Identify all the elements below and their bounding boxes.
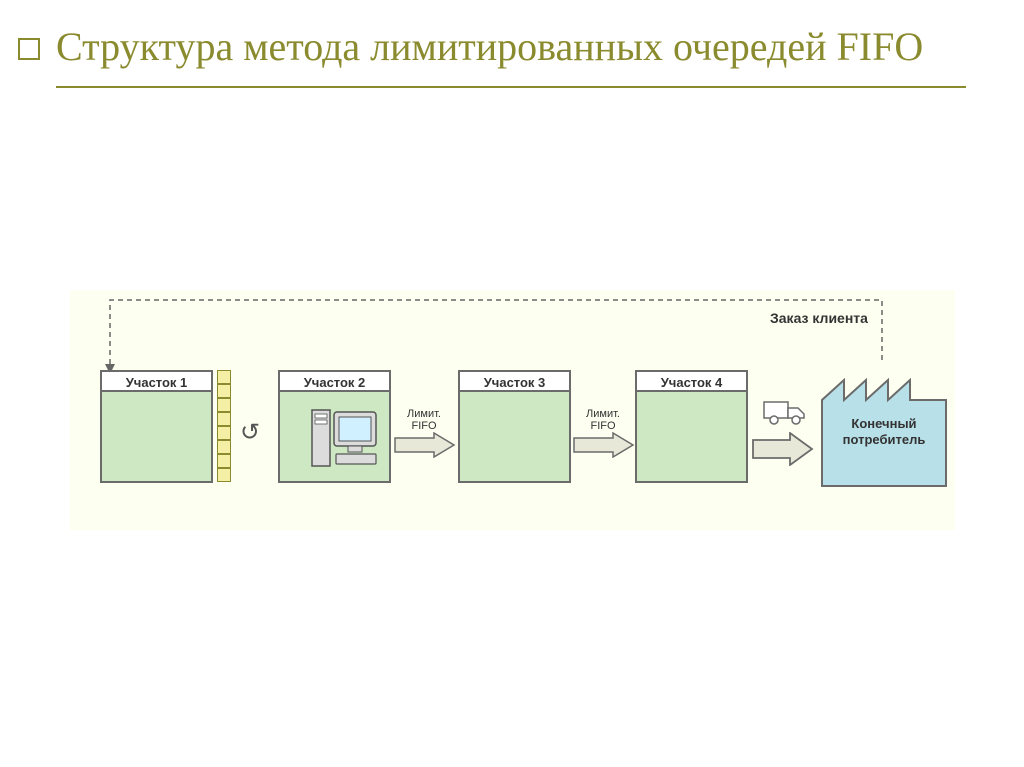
- slide-title: Структура метода лимитированных очередей…: [56, 22, 966, 88]
- fifo-queue-stack: [217, 370, 231, 482]
- fifo-diagram: Заказ клиента Участок 1 Участок 2 Участок …: [70, 290, 955, 530]
- queue-cell: [217, 398, 231, 412]
- station-label: Участок 3: [458, 370, 571, 392]
- computer-icon: [310, 406, 380, 476]
- truck-icon: [762, 398, 810, 428]
- station-2: Участок 2: [278, 370, 391, 483]
- queue-cell: [217, 454, 231, 468]
- station-3: Участок 3: [458, 370, 571, 483]
- consumer-block: Конечный потребитель: [820, 360, 948, 488]
- station-label: Участок 1: [100, 370, 213, 392]
- ship-arrow: [752, 432, 814, 466]
- order-label: Заказ клиента: [770, 310, 868, 326]
- queue-cell: [217, 440, 231, 454]
- fifo-arrow-label: Лимит.FIFO: [394, 408, 454, 432]
- queue-cell: [217, 426, 231, 440]
- title-bullet: [18, 38, 40, 60]
- station-4: Участок 4: [635, 370, 748, 483]
- cycle-icon: ↺: [240, 418, 260, 447]
- fifo-arrow-2: Лимит.FIFO: [573, 408, 633, 456]
- station-label: Участок 2: [278, 370, 391, 392]
- station-1: Участок 1: [100, 370, 213, 483]
- station-label: Участок 4: [635, 370, 748, 392]
- queue-cell: [217, 370, 231, 384]
- fifo-arrow-1: Лимит.FIFO: [394, 408, 454, 456]
- fifo-arrow-label: Лимит.FIFO: [573, 408, 633, 432]
- queue-cell: [217, 468, 231, 482]
- slide: Структура метода лимитированных очередей…: [0, 0, 1024, 767]
- queue-cell: [217, 384, 231, 398]
- queue-cell: [217, 412, 231, 426]
- consumer-label: Конечный потребитель: [820, 416, 948, 447]
